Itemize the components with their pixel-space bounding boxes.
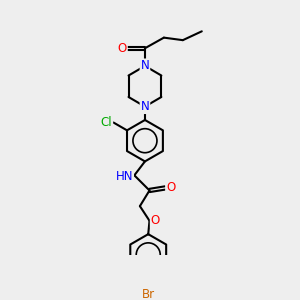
Text: O: O xyxy=(151,214,160,227)
Text: O: O xyxy=(166,182,175,194)
Text: N: N xyxy=(141,59,149,72)
Text: HN: HN xyxy=(116,170,133,183)
Text: Br: Br xyxy=(142,287,155,300)
Text: N: N xyxy=(141,100,149,113)
Text: O: O xyxy=(118,42,127,55)
Text: Cl: Cl xyxy=(100,116,112,129)
